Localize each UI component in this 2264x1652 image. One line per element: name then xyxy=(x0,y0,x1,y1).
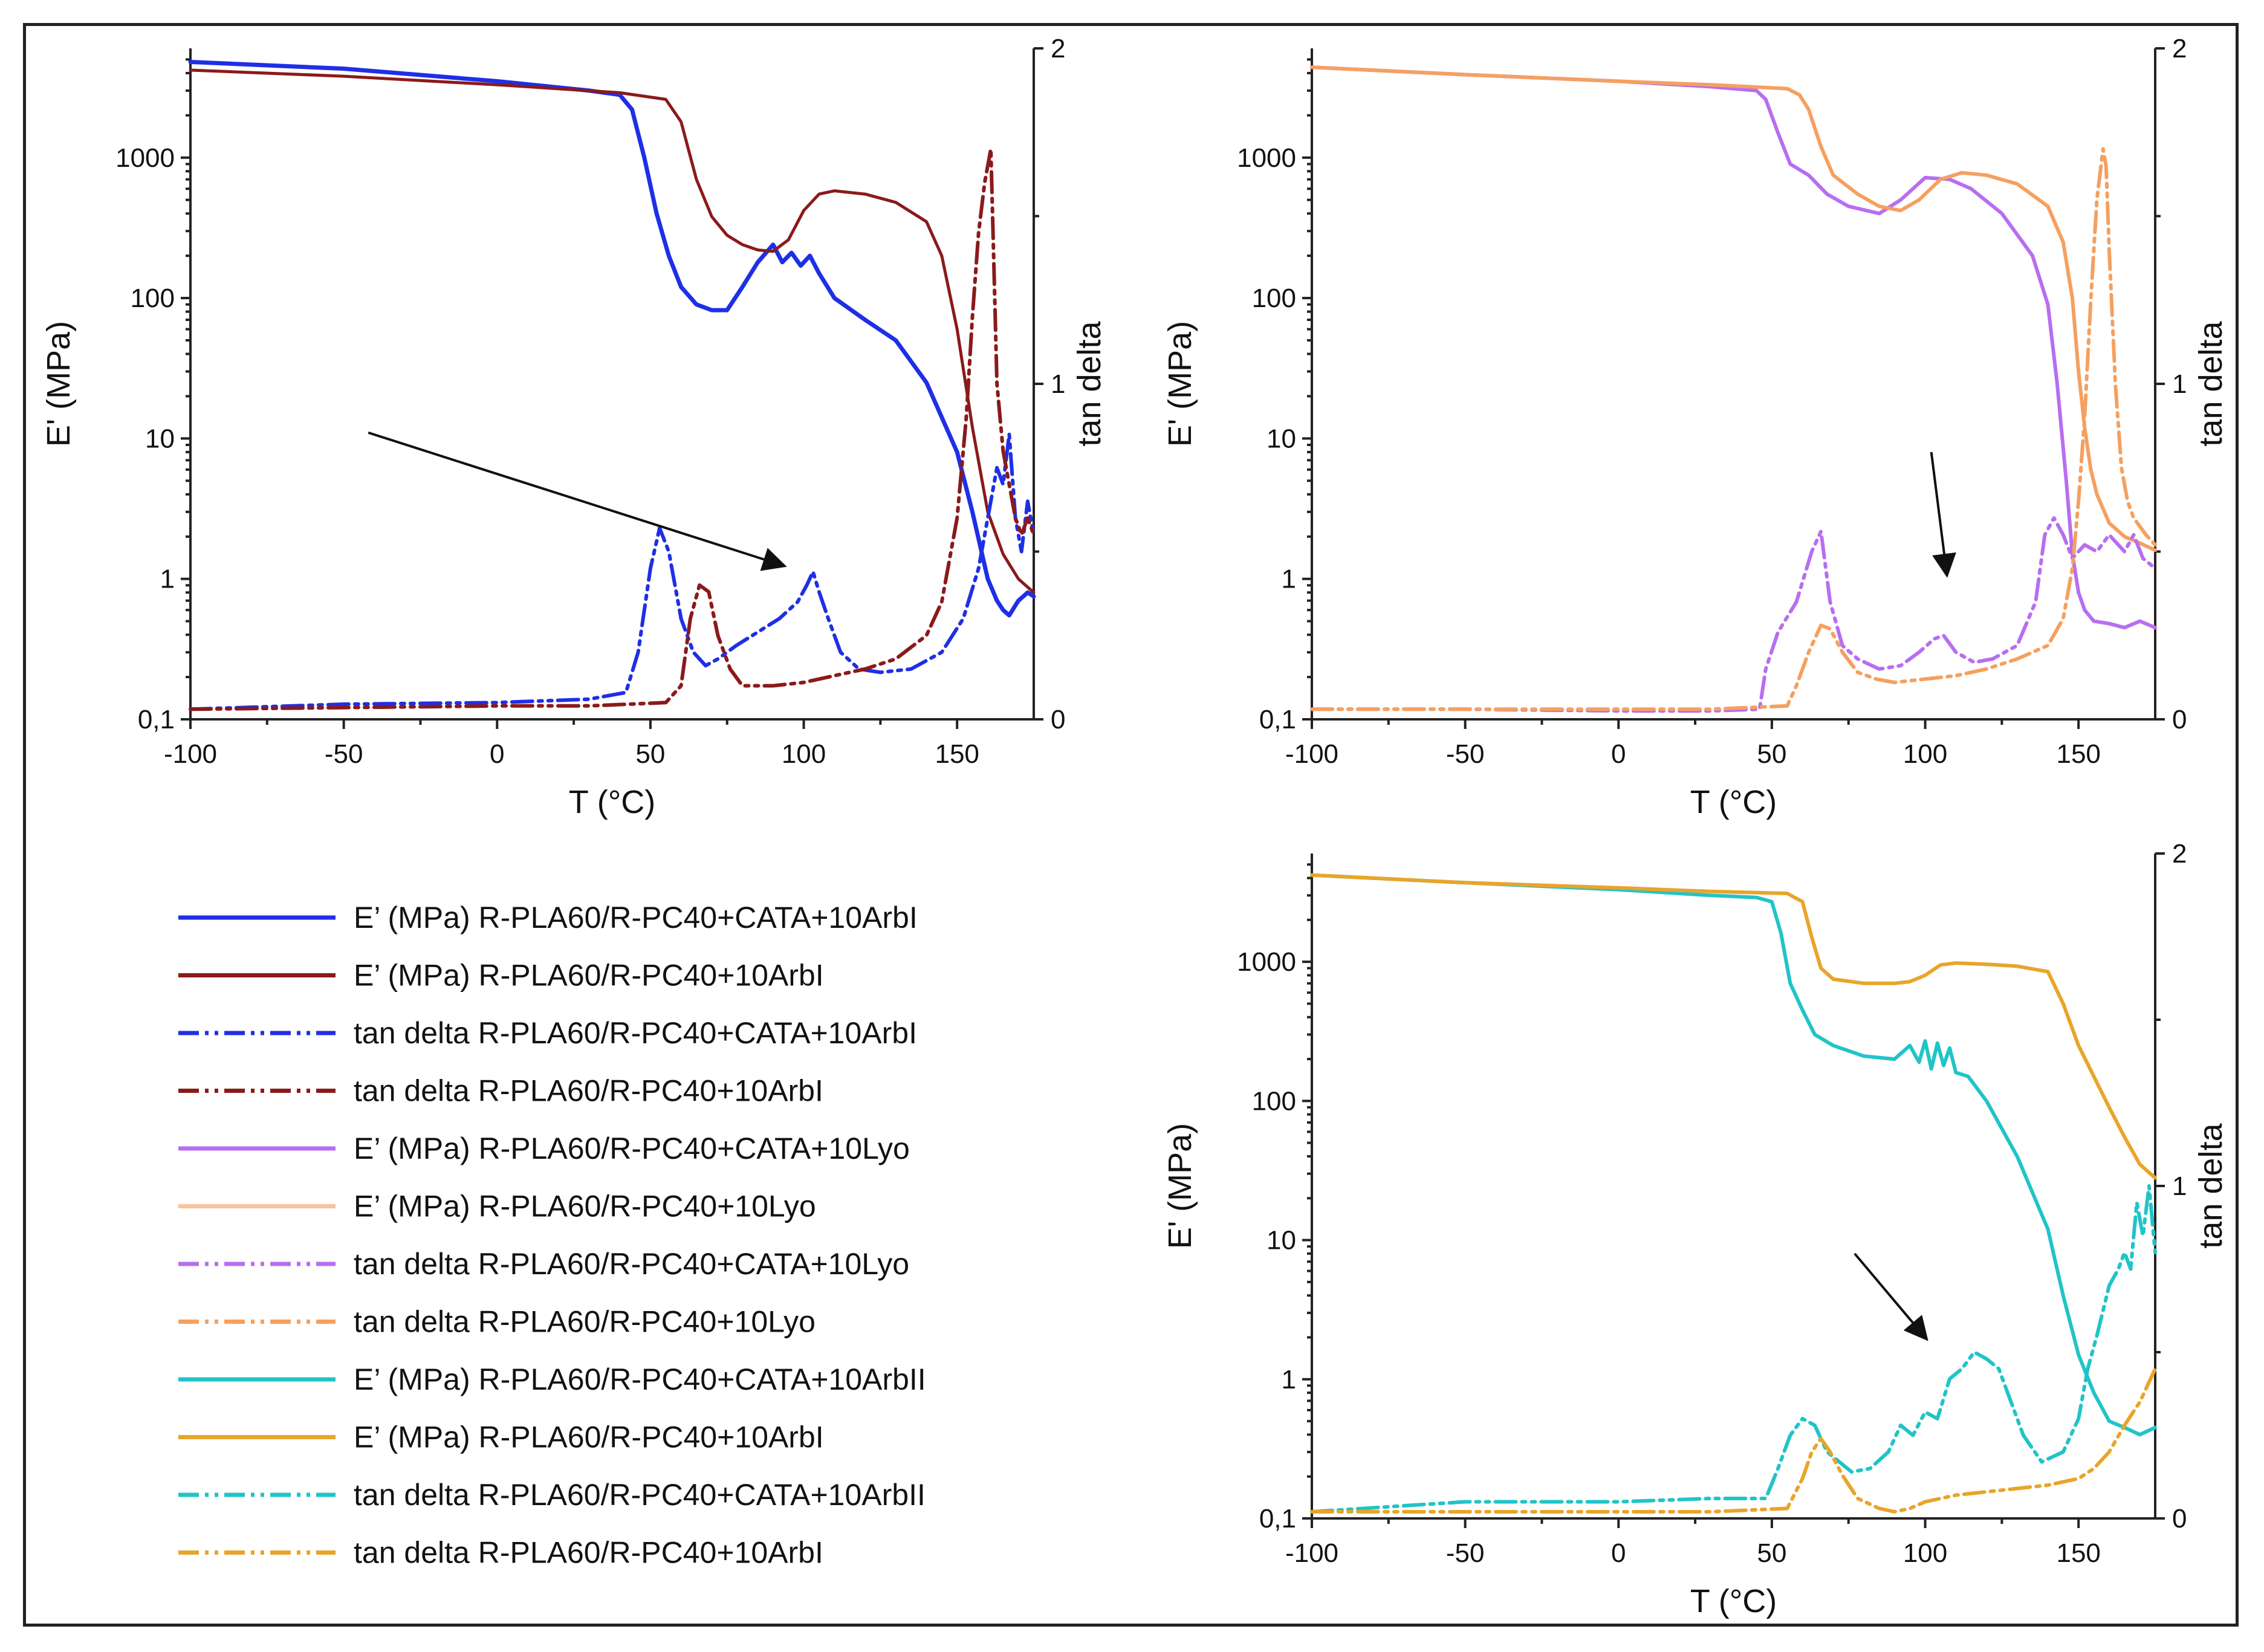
legend-label: E’ (MPa) R-PLA60/R-PC40+CATA+10ArbI xyxy=(354,901,918,935)
y-axis-title: E' (MPa) xyxy=(1162,321,1198,447)
legend-item: tan delta R-PLA60/R-PC40+CATA+10ArbI xyxy=(178,1016,917,1050)
legend-label: tan delta R-PLA60/R-PC40+10ArbI xyxy=(354,1536,823,1570)
x-tick-label: -50 xyxy=(325,739,363,769)
x-tick-label: -100 xyxy=(164,739,217,769)
chart-panel-top-left: -100 -50 0 50 100 150 0,1 1 10 100 1000 0 1 2 T (°C) E'… xyxy=(41,34,1108,820)
figure-frame xyxy=(23,23,2239,1627)
y2-tick-label: 2 xyxy=(2172,34,2187,63)
y-axis-title: E' (MPa) xyxy=(41,321,77,447)
legend-label: tan delta R-PLA60/R-PC40+10Lyo xyxy=(354,1305,816,1339)
x-tick-label: 0 xyxy=(1611,739,1626,769)
y-tick-label: 1000 xyxy=(1237,143,1296,173)
y-tick-label: 1000 xyxy=(1237,947,1296,977)
series-line-tan-delta-2 xyxy=(189,432,1036,711)
annotation-arrow xyxy=(368,431,787,571)
series-line-tan-delta-3 xyxy=(1310,147,2157,711)
x-tick-label: -100 xyxy=(1285,1538,1338,1568)
y-tick-label: 1000 xyxy=(115,143,175,173)
legend-item: E’ (MPa) R-PLA60/R-PC40+CATA+10ArbII xyxy=(178,1362,926,1396)
y-tick-label: 1 xyxy=(1282,1365,1296,1394)
series-line-modulus-0 xyxy=(1310,65,2157,630)
x-tick-label: 50 xyxy=(1757,1538,1786,1568)
y-tick-label: 10 xyxy=(1267,424,1296,453)
y2-tick-label: 1 xyxy=(2172,1171,2187,1201)
x-axis-title: T (°C) xyxy=(1690,1583,1777,1619)
y-axis-title: E' (MPa) xyxy=(1162,1123,1198,1249)
x-tick-label: 100 xyxy=(1903,739,1947,769)
annotation-arrow xyxy=(1854,1252,1928,1341)
legend-label: E’ (MPa) R-PLA60/R-PC40+10Lyo xyxy=(354,1190,816,1223)
series-line-tan-delta-2 xyxy=(1310,1184,2157,1514)
y2-tick-label: 1 xyxy=(2172,369,2187,399)
x-tick-label: -100 xyxy=(1285,739,1338,769)
y-tick-label: 10 xyxy=(1267,1226,1296,1255)
legend-label: tan delta R-PLA60/R-PC40+CATA+10ArbI xyxy=(354,1016,917,1050)
legend-item: E’ (MPa) R-PLA60/R-PC40+10ArbI xyxy=(178,1420,824,1454)
legend-label: tan delta R-PLA60/R-PC40+10ArbI xyxy=(354,1074,823,1108)
y-tick-label: 100 xyxy=(131,283,175,313)
legend-item: tan delta R-PLA60/R-PC40+CATA+10Lyo xyxy=(178,1247,909,1281)
series-line-tan-delta-2 xyxy=(1310,516,2157,713)
series-line-modulus-0 xyxy=(188,60,1036,618)
chart-panel-top-right: -100 -50 0 50 100 150 0,1 1 10 100 1000 0 1 2 T (°C) E'… xyxy=(1162,34,2229,820)
x-tick-label: -50 xyxy=(1446,739,1485,769)
legend-item: E’ (MPa) R-PLA60/R-PC40+CATA+10Lyo xyxy=(178,1132,910,1165)
series-line-modulus-1 xyxy=(189,68,1036,594)
y-tick-label: 0,1 xyxy=(1259,1504,1296,1534)
y2-tick-label: 2 xyxy=(2172,839,2187,869)
y-tick-label: 100 xyxy=(1252,283,1296,313)
annotation-arrow xyxy=(1930,452,1956,578)
legend: E’ (MPa) R-PLA60/R-PC40+CATA+10ArbI E’ (M… xyxy=(178,901,926,1570)
x-tick-label: 100 xyxy=(782,739,826,769)
x-tick-label: 50 xyxy=(635,739,665,769)
legend-item: tan delta R-PLA60/R-PC40+10ArbI xyxy=(178,1536,823,1570)
legend-item: tan delta R-PLA60/R-PC40+10ArbI xyxy=(178,1074,823,1108)
legend-item: tan delta R-PLA60/R-PC40+10Lyo xyxy=(178,1305,816,1339)
legend-item: tan delta R-PLA60/R-PC40+CATA+10ArbII xyxy=(178,1478,926,1512)
y2-axis-title: tan delta xyxy=(2193,1122,2229,1248)
y2-tick-label: 0 xyxy=(1051,705,1065,734)
chart-panel-bottom-right: -100 -50 0 50 100 150 0,1 1 10 100 1000 0 1 2 T (°C) E'… xyxy=(1162,839,2229,1619)
legend-label: E’ (MPa) R-PLA60/R-PC40+CATA+10ArbII xyxy=(354,1362,926,1396)
y2-tick-label: 2 xyxy=(1051,34,1065,63)
legend-label: E’ (MPa) R-PLA60/R-PC40+10ArbI xyxy=(354,1420,824,1454)
legend-label: E’ (MPa) R-PLA60/R-PC40+10ArbI xyxy=(354,959,824,993)
x-tick-label: 150 xyxy=(2056,1538,2100,1568)
legend-label: tan delta R-PLA60/R-PC40+CATA+10ArbII xyxy=(354,1478,926,1512)
y2-axis-title: tan delta xyxy=(1071,320,1108,446)
legend-item: E’ (MPa) R-PLA60/R-PC40+CATA+10ArbI xyxy=(178,901,918,935)
series-line-tan-delta-3 xyxy=(189,147,1036,711)
y-tick-label: 10 xyxy=(145,424,175,453)
y-tick-label: 0,1 xyxy=(138,705,175,734)
x-axis-title: T (°C) xyxy=(1690,784,1777,820)
y-tick-label: 100 xyxy=(1252,1086,1296,1116)
x-tick-label: 0 xyxy=(1611,1538,1626,1568)
x-tick-label: 100 xyxy=(1903,1538,1947,1568)
x-axis-title: T (°C) xyxy=(569,784,656,820)
y-tick-label: 0,1 xyxy=(1259,705,1296,734)
y-tick-label: 1 xyxy=(160,565,175,594)
y2-tick-label: 0 xyxy=(2172,705,2187,734)
series-line-modulus-0 xyxy=(1310,873,2157,1437)
series-line-modulus-1 xyxy=(1310,873,2157,1180)
y2-axis-title: tan delta xyxy=(2193,320,2229,446)
x-tick-label: -50 xyxy=(1446,1538,1485,1568)
legend-label: tan delta R-PLA60/R-PC40+CATA+10Lyo xyxy=(354,1247,909,1281)
x-tick-label: 0 xyxy=(490,739,504,769)
x-tick-label: 150 xyxy=(2056,739,2100,769)
y2-tick-label: 1 xyxy=(1051,369,1065,399)
x-tick-label: 50 xyxy=(1757,739,1786,769)
y2-tick-label: 0 xyxy=(2172,1504,2187,1534)
legend-item: E’ (MPa) R-PLA60/R-PC40+10Lyo xyxy=(178,1190,816,1223)
x-tick-label: 150 xyxy=(935,739,979,769)
legend-label: E’ (MPa) R-PLA60/R-PC40+CATA+10Lyo xyxy=(354,1132,910,1165)
series-line-modulus-1 xyxy=(1310,65,2157,552)
legend-item: E’ (MPa) R-PLA60/R-PC40+10ArbI xyxy=(178,959,824,993)
series-line-tan-delta-3 xyxy=(1310,1367,2157,1514)
y-tick-label: 1 xyxy=(1282,565,1296,594)
